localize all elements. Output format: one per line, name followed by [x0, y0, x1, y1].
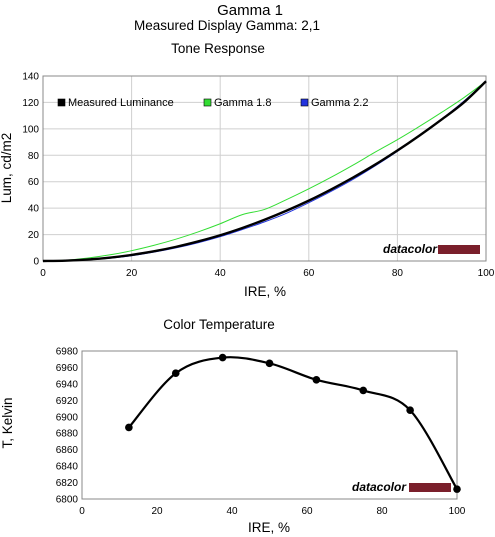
tone-legend-swatch	[57, 98, 66, 107]
temp-data-point	[218, 353, 227, 362]
tone-legend: Measured Luminance Gamma 1.8 Gamma 2.2	[57, 97, 368, 109]
temp-data-point	[359, 386, 368, 395]
temp-ticks: 0 20 40 60 80 100 6800 6820 6840 6860 6880 6900 6920…	[56, 347, 466, 518]
tone-y-tick-label: 60	[28, 177, 40, 188]
tone-series-line-gamma-1-8	[42, 80, 487, 262]
figure-subtitle: Measured Display Gamma: 2,1	[134, 18, 320, 33]
temp-data-point	[171, 369, 180, 378]
tone-legend-label: Measured Luminance	[68, 97, 174, 109]
temp-y-axis-label: T, Kelvin	[0, 397, 15, 448]
tone-grid	[43, 76, 486, 261]
tone-response-chart: Tone Response 0 20 40 60 80 100 0 20 40 60 80 100 12…	[0, 41, 495, 299]
tone-y-axis-label: Lum, cd/m2	[0, 133, 14, 204]
datacolor-logo-bar	[438, 245, 480, 254]
tone-y-tick-label: 40	[28, 204, 40, 215]
temp-x-axis-label: IRE, %	[248, 520, 290, 535]
tone-x-tick-label: 20	[126, 268, 138, 279]
datacolor-logo-text: datacolor	[383, 242, 438, 256]
temp-y-tick-label: 6840	[56, 462, 79, 473]
tone-series-group	[42, 80, 487, 263]
temp-y-tick-label: 6880	[56, 429, 79, 440]
tone-ticks: 0 20 40 60 80 100 0 20 40 60 80 100 120 140	[22, 72, 494, 280]
color-temperature-chart: Color Temperature 0 20 40 60 80 100 6800 6820 68…	[0, 317, 466, 535]
temp-x-tick-label: 40	[226, 506, 238, 517]
temp-y-tick-label: 6900	[56, 412, 79, 423]
temp-y-tick-label: 6980	[56, 347, 79, 358]
tone-series-line-measured-luminance	[42, 80, 487, 263]
temp-x-tick-label: 60	[301, 506, 313, 517]
temp-y-tick-label: 6940	[56, 379, 79, 390]
tone-y-tick-label: 120	[22, 98, 39, 109]
tone-legend-swatch	[203, 98, 212, 107]
tone-y-tick-label: 80	[28, 151, 40, 162]
tone-legend-label: Gamma 1.8	[214, 97, 271, 109]
temp-data-point	[265, 359, 274, 368]
temp-data-point	[125, 423, 133, 432]
temp-plot-frame	[81, 350, 458, 500]
temp-y-tick-label: 6960	[56, 363, 79, 374]
tone-chart-title: Tone Response	[171, 41, 265, 56]
temp-y-tick-label: 6800	[56, 495, 79, 506]
tone-y-tick-label: 140	[22, 72, 39, 83]
temp-data-point	[312, 375, 321, 384]
datacolor-logo: datacolor	[383, 242, 480, 256]
temp-y-tick-label: 6920	[56, 396, 79, 407]
tone-x-tick-label: 0	[40, 268, 46, 279]
temp-y-tick-label: 6820	[56, 478, 79, 489]
temp-x-tick-label: 80	[376, 506, 388, 517]
tone-x-tick-label: 40	[215, 268, 227, 279]
temp-data-point	[453, 485, 461, 493]
datacolor-logo-bar-2	[409, 483, 451, 492]
figure-title: Gamma 1	[217, 2, 283, 19]
tone-x-tick-label: 60	[303, 268, 315, 279]
tone-y-tick-label: 100	[22, 124, 39, 135]
tone-x-tick-label: 80	[392, 268, 404, 279]
temp-x-tick-label: 0	[79, 506, 85, 517]
temp-x-tick-label: 20	[151, 506, 163, 517]
tone-x-tick-label: 100	[478, 268, 495, 279]
temp-chart-title: Color Temperature	[163, 317, 275, 332]
tone-legend-swatch	[300, 98, 309, 107]
temp-data-point	[406, 406, 414, 415]
tone-legend-label: Gamma 2.2	[311, 97, 368, 109]
temp-y-tick-label: 6860	[56, 445, 79, 456]
temp-series-group	[125, 353, 461, 493]
tone-x-axis-label: IRE, %	[244, 284, 286, 299]
tone-y-tick-label: 20	[28, 230, 40, 241]
temp-series-line	[128, 356, 458, 490]
tone-y-tick-label: 0	[33, 257, 39, 268]
datacolor-logo-2: datacolor	[352, 480, 451, 494]
tone-plot-frame	[42, 75, 487, 262]
temp-x-tick-label: 100	[449, 506, 466, 517]
datacolor-logo-text-2: datacolor	[352, 480, 407, 494]
